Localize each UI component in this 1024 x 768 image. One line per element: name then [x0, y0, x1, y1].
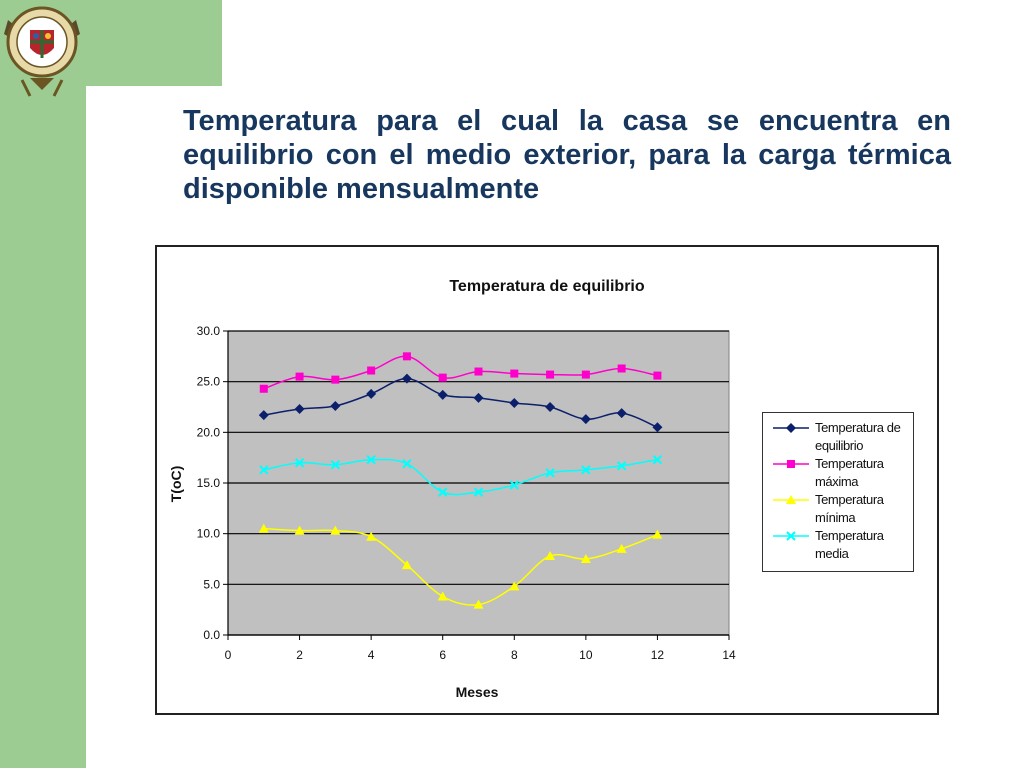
- legend-label: Temperatura media: [815, 528, 884, 561]
- data-point-x: [259, 465, 269, 475]
- data-point-x: [473, 487, 484, 497]
- triangle-marker-icon: [773, 495, 809, 504]
- data-point-triangle: [401, 560, 412, 570]
- data-point-square: [653, 371, 662, 380]
- x-tick-label: 12: [651, 648, 665, 662]
- x-marker-icon: [773, 531, 809, 541]
- data-point-triangle: [616, 543, 627, 553]
- data-point-diamond: [545, 402, 556, 412]
- diamond-marker-icon: [773, 423, 809, 433]
- x-tick-label: 8: [511, 648, 518, 662]
- line-chart: Temperatura de equilibrio T(oC) Meses 0.…: [168, 278, 736, 700]
- series-line-3: [263, 458, 658, 496]
- data-point-square: [617, 364, 626, 373]
- data-point-triangle: [294, 525, 305, 535]
- legend-item-maxima: Temperatura máxima: [771, 455, 911, 489]
- data-point-square: [546, 370, 555, 379]
- data-point-diamond: [473, 392, 484, 403]
- data-point-square: [367, 366, 376, 375]
- y-axis-label: T(oC): [168, 466, 184, 503]
- data-point-diamond: [616, 408, 627, 419]
- data-point-triangle: [580, 554, 591, 563]
- legend-label: Temperatura mínima: [815, 492, 884, 525]
- data-point-diamond: [401, 373, 412, 384]
- data-point-x: [294, 458, 305, 468]
- data-point-diamond: [330, 400, 341, 411]
- data-point-square: [474, 367, 483, 376]
- legend-item-minima: Temperatura mínima: [771, 491, 911, 525]
- data-point-diamond: [509, 397, 520, 408]
- x-axis-label: Meses: [456, 684, 499, 700]
- data-point-x: [438, 487, 448, 497]
- y-tick-label: 25.0: [197, 375, 221, 389]
- data-point-diamond: [437, 389, 448, 400]
- data-point-square: [438, 373, 447, 382]
- data-point-triangle: [258, 523, 269, 533]
- university-crest-logo: [4, 6, 80, 97]
- data-point-triangle: [330, 525, 341, 535]
- data-point-x: [652, 454, 663, 465]
- data-point-triangle: [366, 531, 377, 541]
- data-point-diamond: [652, 422, 663, 433]
- data-point-x: [616, 461, 627, 471]
- data-point-square: [259, 384, 268, 393]
- data-point-diamond: [580, 414, 591, 425]
- legend-item-media: Temperatura media: [771, 527, 911, 561]
- x-tick-label: 14: [722, 648, 736, 662]
- data-point-square: [295, 372, 304, 381]
- data-point-diamond: [366, 388, 377, 399]
- data-point-triangle: [652, 529, 663, 539]
- x-tick-label: 10: [579, 648, 593, 662]
- data-point-x: [402, 459, 412, 469]
- y-tick-label: 10.0: [197, 527, 221, 541]
- data-point-square: [331, 375, 340, 384]
- data-point-triangle: [545, 550, 556, 560]
- y-tick-label: 30.0: [197, 324, 221, 338]
- y-tick-label: 5.0: [203, 577, 220, 591]
- data-point-x: [330, 460, 341, 470]
- data-point-square: [581, 370, 590, 379]
- x-tick-label: 4: [368, 648, 375, 662]
- band-corner: [86, 86, 116, 116]
- slide-title: Temperatura para el cual la casa se encu…: [183, 105, 951, 205]
- chart-legend: Temperatura de equilibrio Temperatura má…: [762, 412, 914, 572]
- legend-label: Temperatura máxima: [815, 456, 884, 489]
- sidebar-band: [0, 0, 86, 768]
- data-point-diamond: [294, 404, 305, 415]
- data-point-triangle: [473, 599, 484, 609]
- square-marker-icon: [773, 460, 809, 468]
- x-tick-label: 0: [225, 648, 232, 662]
- data-point-x: [366, 454, 376, 465]
- series-line-2: [263, 527, 658, 606]
- data-point-diamond: [258, 410, 269, 421]
- x-tick-label: 2: [296, 648, 303, 662]
- x-tick-label: 6: [439, 648, 446, 662]
- data-point-square: [402, 352, 411, 361]
- data-point-x: [509, 480, 519, 490]
- y-tick-label: 15.0: [197, 476, 221, 490]
- y-tick-label: 0.0: [203, 628, 220, 642]
- chart-title: Temperatura de equilibrio: [449, 278, 645, 295]
- y-tick-label: 20.0: [197, 425, 221, 439]
- chart-frame: Temperatura de equilibrio T(oC) Meses 0.…: [155, 245, 939, 715]
- data-point-x: [581, 465, 591, 475]
- legend-item-equilibrio: Temperatura de equilibrio: [771, 419, 911, 453]
- legend-label: Temperatura de equilibrio: [815, 420, 901, 453]
- data-point-triangle: [509, 581, 520, 591]
- data-point-x: [545, 468, 555, 478]
- data-point-square: [510, 369, 519, 378]
- data-point-triangle: [437, 591, 448, 601]
